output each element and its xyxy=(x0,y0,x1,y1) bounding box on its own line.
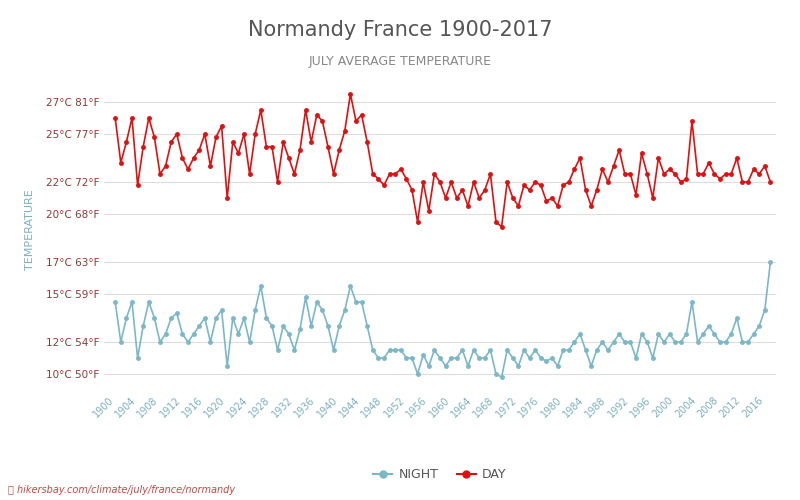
Text: 🔴 hikersbay.com/climate/july/france/normandy: 🔴 hikersbay.com/climate/july/france/norm… xyxy=(8,485,235,495)
Text: Normandy France 1900-2017: Normandy France 1900-2017 xyxy=(248,20,552,40)
Text: JULY AVERAGE TEMPERATURE: JULY AVERAGE TEMPERATURE xyxy=(309,55,491,68)
Legend: NIGHT, DAY: NIGHT, DAY xyxy=(369,463,511,486)
Y-axis label: TEMPERATURE: TEMPERATURE xyxy=(25,190,34,270)
